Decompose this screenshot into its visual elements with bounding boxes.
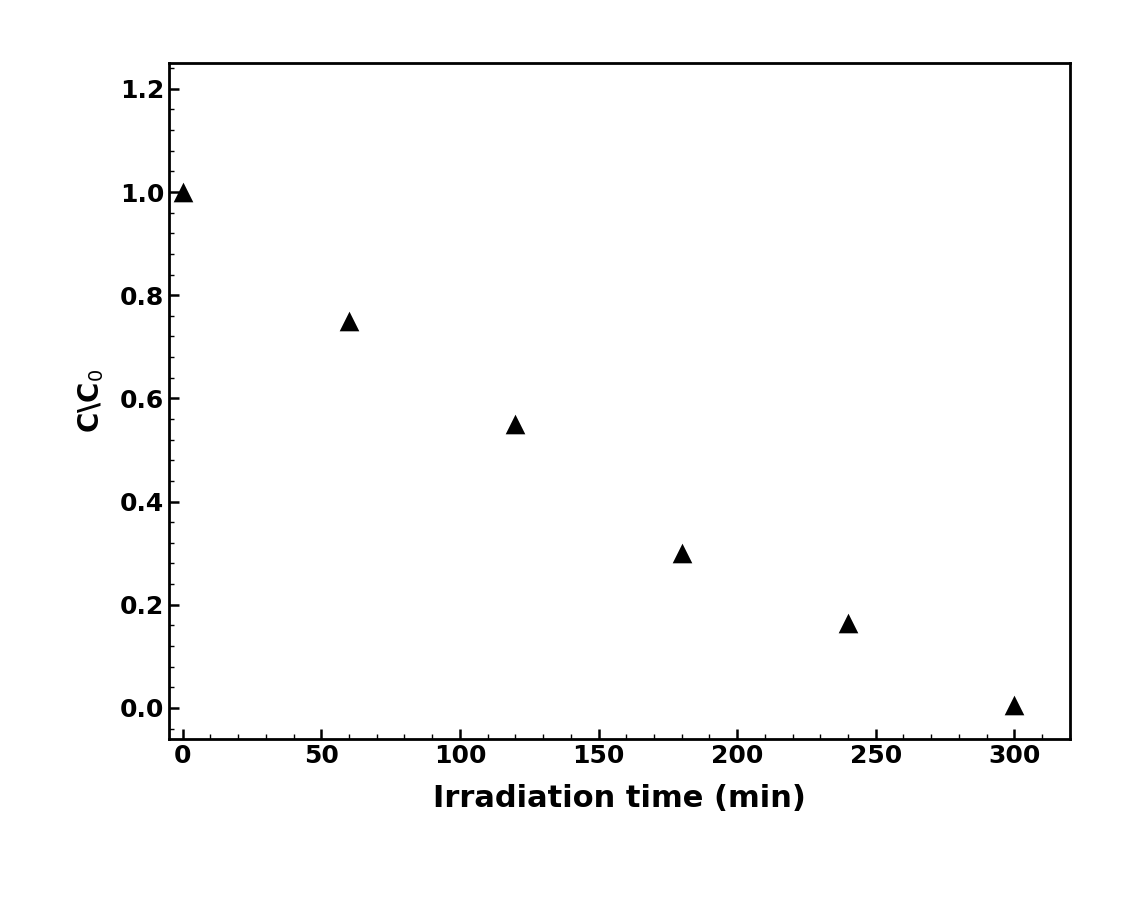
Y-axis label: C\C$_0$: C\C$_0$ [75,369,106,433]
Point [173,185,191,199]
X-axis label: Irradiation time (min): Irradiation time (min) [432,785,806,814]
Point [340,314,358,328]
Point [1006,698,1024,713]
Point [839,615,857,630]
Point [672,546,690,560]
Point [507,417,525,432]
